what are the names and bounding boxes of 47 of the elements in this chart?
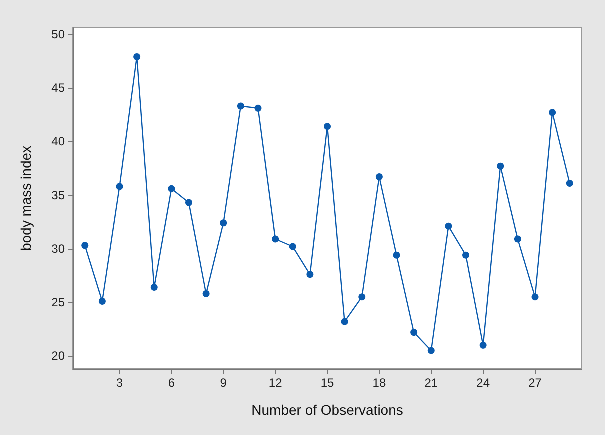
x-tick-label: 24 bbox=[476, 376, 490, 390]
y-tick-label: 35 bbox=[52, 188, 66, 202]
x-tick-label: 12 bbox=[268, 376, 283, 390]
point bbox=[134, 53, 141, 60]
x-tick-label: 27 bbox=[528, 376, 542, 390]
point bbox=[168, 185, 176, 192]
x-tick-label: 9 bbox=[220, 376, 228, 390]
point bbox=[393, 252, 400, 259]
point bbox=[358, 294, 366, 301]
point bbox=[202, 290, 210, 298]
y-tick-label: 50 bbox=[52, 27, 66, 42]
y-tick-label: 40 bbox=[52, 134, 66, 149]
point bbox=[532, 294, 539, 301]
point bbox=[566, 180, 574, 187]
point bbox=[410, 329, 418, 336]
point bbox=[82, 242, 89, 250]
point bbox=[98, 298, 106, 305]
point bbox=[497, 162, 504, 170]
point bbox=[186, 199, 192, 206]
point bbox=[341, 318, 348, 326]
point bbox=[237, 102, 244, 110]
point bbox=[514, 236, 522, 243]
point bbox=[116, 183, 124, 190]
x-axis-title: Number of Observations bbox=[252, 402, 404, 418]
y-axis-title: body mass index bbox=[18, 146, 34, 252]
point bbox=[289, 243, 296, 250]
point bbox=[306, 271, 314, 278]
point bbox=[324, 123, 331, 130]
y-tick-label: 30 bbox=[52, 242, 66, 256]
x-tick-label: 18 bbox=[372, 376, 386, 390]
point bbox=[254, 104, 262, 112]
x-tick-label: 21 bbox=[424, 376, 438, 390]
x-tick-label: 3 bbox=[116, 376, 124, 390]
point bbox=[150, 284, 158, 291]
point bbox=[428, 347, 435, 354]
point bbox=[462, 252, 470, 259]
y-tick-label: 45 bbox=[52, 81, 66, 96]
x-tick-label: 6 bbox=[168, 376, 176, 390]
x-tick-label: 15 bbox=[320, 376, 334, 390]
point bbox=[549, 109, 556, 116]
point bbox=[376, 174, 383, 181]
point bbox=[220, 220, 228, 227]
point bbox=[272, 236, 280, 243]
y-tick-label: 25 bbox=[52, 296, 66, 310]
y-tick-label: 20 bbox=[52, 349, 66, 364]
point bbox=[480, 342, 487, 349]
point bbox=[445, 222, 452, 230]
